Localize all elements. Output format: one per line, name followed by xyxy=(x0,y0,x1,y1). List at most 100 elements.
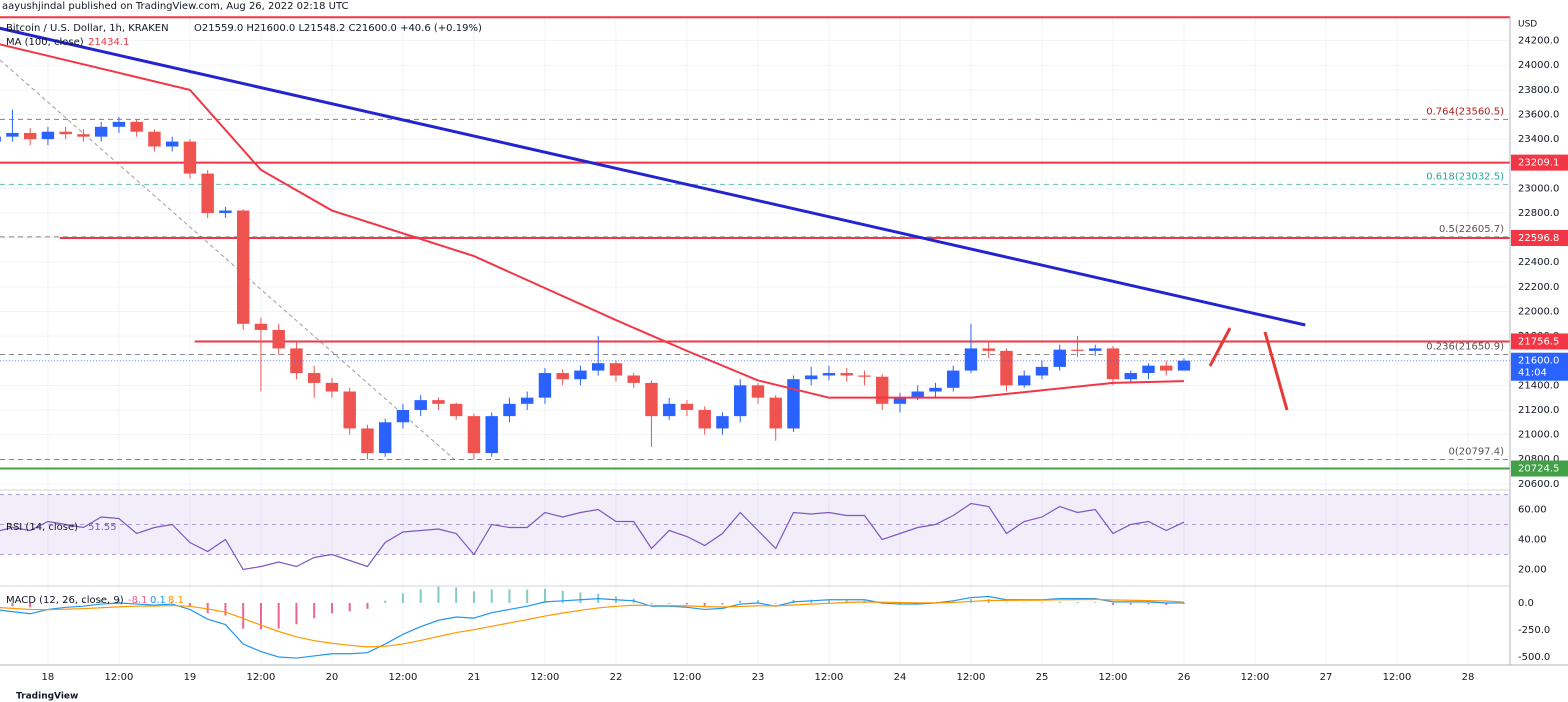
y-tick-label: 24000.0 xyxy=(1518,60,1559,71)
macd-histogram-bar xyxy=(100,599,103,603)
ma-value: 21434.1 xyxy=(88,37,129,48)
hist-value: -8.1 xyxy=(128,595,148,606)
x-tick-label: 12:00 xyxy=(815,672,844,683)
candle-body xyxy=(964,348,978,371)
x-tick-label: 24 xyxy=(894,672,907,683)
candle-body xyxy=(645,382,658,417)
candle-body xyxy=(1035,366,1049,376)
macd-histogram-bar xyxy=(739,600,742,603)
macd-histogram-bar xyxy=(171,601,174,603)
x-tick-label: 12:00 xyxy=(1241,672,1270,683)
candle-body xyxy=(609,363,623,376)
rsi-tick-label: 60.00 xyxy=(1518,505,1547,516)
signal-value: 8.1 xyxy=(168,595,184,606)
currency: USD xyxy=(1518,20,1537,30)
candle-body xyxy=(858,375,871,377)
candle-body xyxy=(59,131,72,135)
y-tick-label: 23400.0 xyxy=(1518,134,1559,145)
candle-body xyxy=(361,428,374,454)
candle-body xyxy=(432,400,445,404)
candle-body xyxy=(343,391,356,429)
candle-body xyxy=(556,373,569,380)
x-tick-label: 23 xyxy=(752,672,765,683)
candle-body xyxy=(165,141,179,147)
candle-body xyxy=(130,121,143,132)
candle-body xyxy=(290,348,303,374)
macd-histogram-bar xyxy=(1165,602,1168,605)
candle-body xyxy=(574,370,587,380)
footer-logo: TradingView xyxy=(16,692,78,702)
macd-histogram-bar xyxy=(508,589,511,603)
arrow-up xyxy=(1208,327,1232,367)
rsi-line xyxy=(0,502,1185,571)
axes: 18 12:00 19 12:00 20 12:00 21 12:00 22 12:00 23 12:… xyxy=(42,36,1568,683)
candle-body xyxy=(148,131,161,147)
macd-histogram-bar xyxy=(188,602,191,607)
rsi-value: 51.55 xyxy=(88,522,117,533)
y-tick-label: 20800.0 xyxy=(1518,454,1559,465)
candle-body xyxy=(378,422,392,454)
macd-histogram-bar xyxy=(827,599,830,603)
price-tag-label: 20724.5 xyxy=(1518,464,1559,475)
macd-histogram-bar xyxy=(242,602,245,629)
y-tick-label: 24200.0 xyxy=(1518,36,1559,47)
price-tag xyxy=(1511,333,1568,350)
macd-histogram-bar xyxy=(117,599,120,603)
candle-body xyxy=(1053,349,1066,367)
candle-body xyxy=(751,385,765,398)
candle-body xyxy=(698,409,711,429)
candle-body xyxy=(201,173,214,213)
candle-body xyxy=(272,329,285,349)
header: aayushjindal published on TradingView.co… xyxy=(2,1,348,12)
x-tick-label: 12:00 xyxy=(1383,672,1412,683)
y-tick-label: 22200.0 xyxy=(1518,282,1559,293)
candle-body xyxy=(503,403,516,417)
candle-body xyxy=(236,210,250,324)
candle-body xyxy=(733,385,747,417)
macd-histogram-bar xyxy=(348,602,351,612)
candle-body xyxy=(769,397,782,429)
price-tag-label: 21756.5 xyxy=(1518,336,1559,347)
macd-histogram-bar xyxy=(295,602,298,625)
macd-histogram-bar xyxy=(384,600,387,603)
y-tick-label: 23800.0 xyxy=(1518,85,1559,96)
macd-histogram-bar xyxy=(82,600,85,603)
candle-body xyxy=(911,391,924,398)
candle-body xyxy=(1000,350,1013,386)
price-tag-label: 22596.8 xyxy=(1518,233,1559,244)
candle-body xyxy=(183,141,197,174)
x-tick-label: 12:00 xyxy=(1099,672,1128,683)
candle-body xyxy=(680,403,694,410)
candle-body xyxy=(77,134,90,137)
macd-histogram-bar xyxy=(259,602,262,630)
candle-body xyxy=(893,397,907,404)
last-price-label: 21600.0 xyxy=(1518,356,1559,367)
candle-body xyxy=(1106,348,1120,380)
y-tick-label: 21200.0 xyxy=(1518,405,1559,416)
candle-body xyxy=(1177,360,1191,371)
macd-histogram-bar xyxy=(561,590,564,603)
candle-body xyxy=(6,132,19,137)
fib-label: 0.236(21650.9) xyxy=(1426,341,1504,352)
countdown: 41:04 xyxy=(1518,368,1547,379)
x-tick-label: 22 xyxy=(610,672,623,683)
signal-line xyxy=(0,598,1185,648)
ohlc-legend: O21559.0 H21600.0 L21548.2 C21600.0 +40.… xyxy=(194,23,482,34)
candle-body xyxy=(467,416,481,454)
candle-body xyxy=(254,323,268,330)
macd-histogram-bar xyxy=(1094,602,1097,603)
y-tick-label: 20600.0 xyxy=(1518,479,1559,490)
x-tick-label: 12:00 xyxy=(247,672,276,683)
candle-body xyxy=(325,382,339,392)
candle-body xyxy=(627,375,640,383)
macd-histogram-bar xyxy=(721,602,724,605)
candle-body xyxy=(1089,348,1102,351)
price-tag xyxy=(1511,154,1568,171)
candle-body xyxy=(307,373,321,383)
fib-label: 0.764(23560.5) xyxy=(1426,106,1504,117)
macd-histogram-bar xyxy=(401,593,404,603)
candle-body xyxy=(716,416,729,429)
x-tick-label: 12:00 xyxy=(105,672,134,683)
